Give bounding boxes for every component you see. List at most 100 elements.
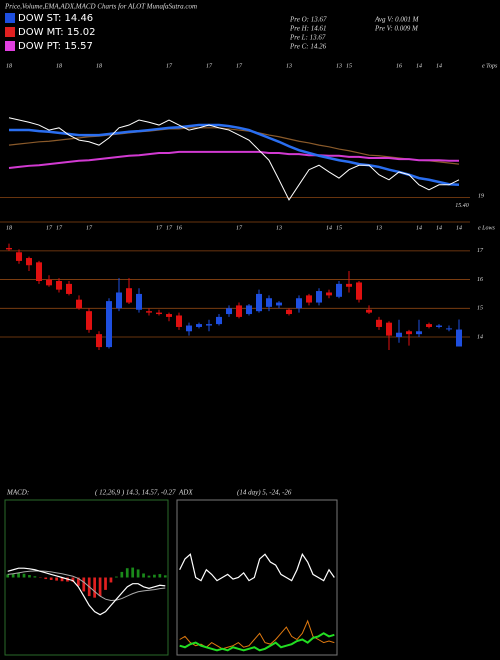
histogram-bar <box>49 577 53 580</box>
histogram-bar <box>104 577 107 590</box>
candle-body <box>66 283 72 294</box>
stat: Pre H: 14.61 <box>289 25 326 33</box>
legend-label: DOW ST: 14.46 <box>18 13 93 24</box>
x-tick-label: 15 <box>336 225 342 231</box>
histogram-bar <box>33 576 37 578</box>
x-tick-label: 13 <box>286 63 292 69</box>
histogram-bar <box>142 573 145 578</box>
histogram-bar <box>17 572 20 578</box>
panel-title: MACD: <box>6 489 29 497</box>
candle-body <box>416 331 422 335</box>
histogram-bar <box>11 573 15 578</box>
series-line <box>8 117 460 201</box>
x-tick-label: 15 <box>346 63 352 69</box>
histogram-bar <box>115 576 118 578</box>
legend-swatch <box>5 27 15 37</box>
x-tick-label: 17 <box>156 225 163 231</box>
x-tick-label: 14 <box>326 224 332 231</box>
series-line <box>8 127 460 165</box>
histogram-bar <box>131 567 135 578</box>
histogram-bar <box>93 577 97 598</box>
candle-body <box>176 315 182 327</box>
legend-swatch <box>5 13 15 23</box>
candle-body <box>136 293 142 310</box>
x-tick-label: 18 <box>6 225 12 231</box>
x-tick-label: 17 <box>236 63 243 69</box>
candle-body <box>236 305 242 317</box>
histogram-bar <box>44 577 48 580</box>
candle-body <box>156 312 162 315</box>
x-tick-label: 17 <box>166 63 173 69</box>
series-line <box>179 632 335 652</box>
candle-body <box>56 281 62 290</box>
macd-panel <box>4 499 169 656</box>
candle-body <box>256 293 262 312</box>
panel-subtitle: (14 day) 5, -24, -26 <box>237 489 292 497</box>
x-tick-label: 13 <box>376 225 382 231</box>
x-tick-label: 17 <box>166 225 173 231</box>
candle-body <box>246 305 252 315</box>
histogram-bar <box>147 575 151 578</box>
candle-body <box>206 324 212 326</box>
histogram-bar <box>109 577 113 583</box>
y-tick-label: 15.40 <box>455 202 469 209</box>
candle-body <box>36 262 42 282</box>
candle-body <box>76 299 82 309</box>
candle-body <box>266 298 272 307</box>
x-tick-label: 14 <box>416 224 422 231</box>
x-tick-label: 14 <box>416 62 422 69</box>
candle-body <box>196 324 202 327</box>
histogram-bar <box>76 577 80 586</box>
candle-body <box>96 334 102 348</box>
histogram-bar <box>98 577 102 597</box>
candle-body <box>86 311 92 330</box>
panel-title: ADX <box>178 489 193 497</box>
y-tick-label: 14 <box>477 333 483 340</box>
annotation: 19 <box>478 193 484 199</box>
candle-body <box>316 291 322 303</box>
candle-body <box>146 311 152 313</box>
histogram-bar <box>125 568 129 578</box>
stat: Pre O: 13.67 <box>289 16 327 24</box>
histogram-bar <box>6 574 10 578</box>
candle-body <box>366 309 372 313</box>
candle-body <box>406 331 412 335</box>
x-tick-label: 17 <box>206 63 213 69</box>
x-tick-label: 18 <box>56 63 62 69</box>
histogram-bar <box>60 577 64 582</box>
candle-body <box>456 329 462 347</box>
candle-body <box>436 325 442 327</box>
x-tick-label: 16 <box>176 225 182 231</box>
x-tick-label: 18 <box>6 63 12 69</box>
x-tick-label: 13 <box>336 63 342 69</box>
series-line <box>9 123 460 187</box>
histogram-bar <box>22 573 26 578</box>
candle-body <box>356 282 362 300</box>
histogram-bar <box>120 571 124 578</box>
candle-body <box>346 283 352 287</box>
x-tick-label: 14 <box>456 224 462 231</box>
adx-panel <box>176 499 338 656</box>
candle-body <box>446 328 452 330</box>
histogram-bar <box>163 575 167 578</box>
candle-body <box>216 316 222 325</box>
candle-body <box>286 309 292 315</box>
candle-body <box>106 301 112 348</box>
legend-label: DOW MT: 15.02 <box>18 27 95 38</box>
series-line <box>179 552 335 582</box>
candle-body <box>326 292 332 296</box>
candle-body <box>426 324 432 327</box>
series-line <box>8 150 459 170</box>
histogram-bar <box>158 574 162 578</box>
x-tick-label: 14 <box>436 62 442 69</box>
histogram-bar <box>28 575 31 578</box>
annotation: e Lows <box>478 225 496 231</box>
x-tick-label: 17 <box>86 225 93 231</box>
histogram-bar <box>55 577 58 581</box>
candle-body <box>376 319 382 327</box>
candle-body <box>306 295 312 303</box>
y-tick-label: 17 <box>477 248 484 254</box>
histogram-bar <box>153 574 156 578</box>
histogram-bar <box>82 577 86 592</box>
